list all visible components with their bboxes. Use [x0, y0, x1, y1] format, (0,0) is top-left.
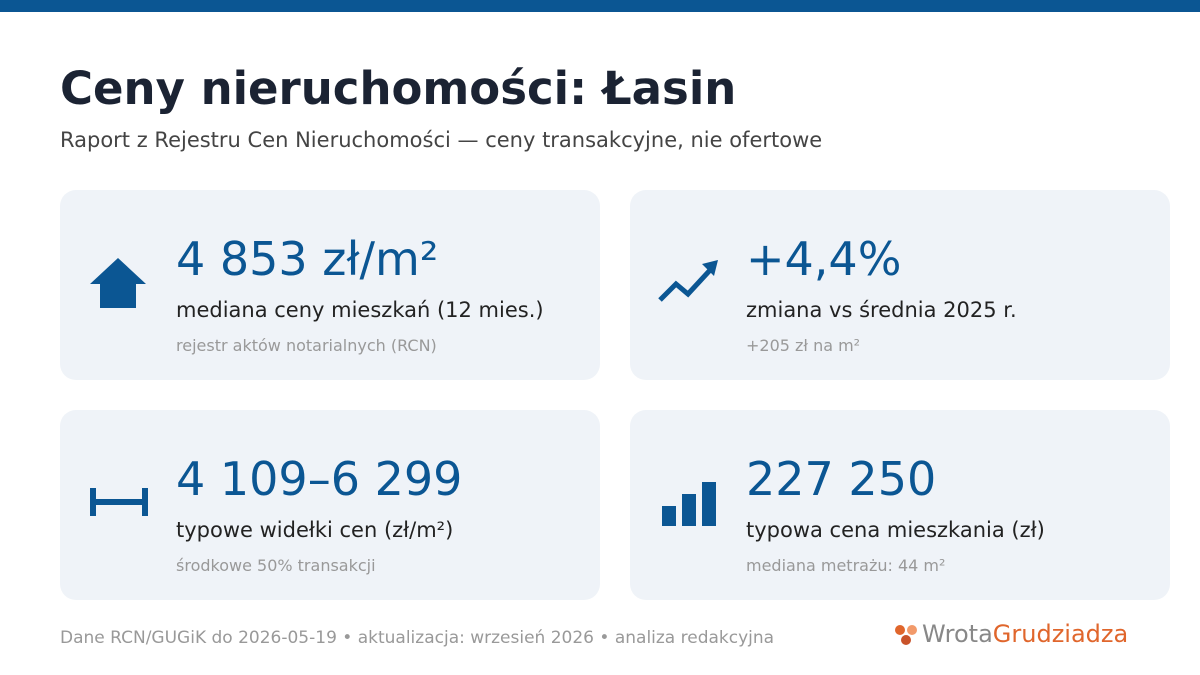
card-note: +205 zł na m²: [746, 336, 861, 355]
range-icon: [90, 488, 148, 516]
house-icon: [90, 258, 146, 308]
subtitle: Raport z Rejestru Cen Nieruchomości — ce…: [60, 128, 823, 152]
card-value: +4,4%: [746, 232, 902, 286]
title: Ceny nieruchomości: Łasin: [60, 62, 737, 115]
card: 4 853 zł/m² mediana ceny mieszkań (12 mi…: [60, 190, 600, 380]
card-label: typowa cena mieszkania (zł): [746, 518, 1045, 542]
top-bar: [0, 0, 1200, 12]
card-label: zmiana vs średnia 2025 r.: [746, 298, 1017, 322]
card-label: typowe widełki cen (zł/m²): [176, 518, 454, 542]
card-label: mediana ceny mieszkań (12 mies.): [176, 298, 544, 322]
card: 227 250 typowa cena mieszkania (zł) medi…: [630, 410, 1170, 600]
bars-icon: [662, 482, 716, 526]
logo-text: Grudziadza: [992, 620, 1129, 648]
logo-text: Wrota: [922, 620, 993, 648]
trend-icon: [658, 260, 718, 302]
card-value: 4 853 zł/m²: [176, 232, 439, 286]
card: +4,4% zmiana vs średnia 2025 r. +205 zł …: [630, 190, 1170, 380]
card-value: 4 109–6 299: [176, 452, 463, 506]
card-value: 227 250: [746, 452, 937, 506]
logo: Wrota Grudziadza: [892, 620, 1128, 648]
card-note: mediana metrażu: 44 m²: [746, 556, 946, 575]
footer-source: Dane RCN/GUGiK do 2026-05-19 • aktualiza…: [60, 628, 775, 648]
card-note: rejestr aktów notarialnych (RCN): [176, 336, 437, 355]
card: 4 109–6 299 typowe widełki cen (zł/m²) ś…: [60, 410, 600, 600]
card-note: środkowe 50% transakcji: [176, 556, 376, 575]
logo-icon: [895, 625, 917, 645]
